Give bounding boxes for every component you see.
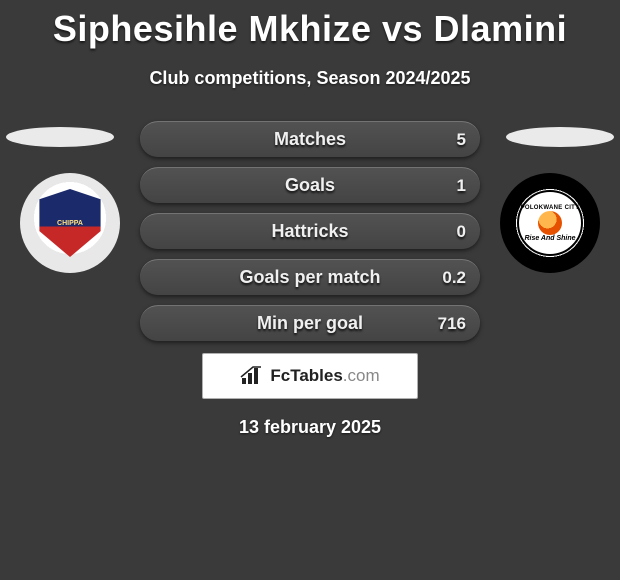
stat-row: Hattricks 0 [140,213,480,249]
brand-ext: .com [343,366,380,385]
bar-chart-icon [240,366,264,386]
stat-rows: Matches 5 Goals 1 Hattricks 0 Goals per … [140,121,480,341]
stat-value-right: 0 [457,222,466,242]
stat-row: Min per goal 716 [140,305,480,341]
stat-label: Matches [274,129,346,150]
comparison-body: CHIPPA POLOKWANE CITY Rise And Shine Mat… [0,121,620,438]
ball-icon [538,211,562,235]
badge-text-bottom: Rise And Shine [524,235,575,242]
player-silhouette-left [6,127,114,147]
shield-icon: CHIPPA [36,189,104,257]
brand-text: FcTables.com [270,366,379,386]
brand-name: FcTables [270,366,342,385]
stat-row: Matches 5 [140,121,480,157]
comparison-title: Siphesihle Mkhize vs Dlamini [0,0,620,50]
stat-label: Min per goal [257,313,363,334]
badge-inner: POLOKWANE CITY Rise And Shine [517,190,583,256]
stat-row: Goals 1 [140,167,480,203]
stat-value-right: 716 [438,314,466,334]
comparison-subtitle: Club competitions, Season 2024/2025 [0,68,620,89]
badge-text-top: POLOKWANE CITY [521,205,580,211]
stat-label: Goals [285,175,335,196]
stat-label: Goals per match [239,267,380,288]
stat-value-right: 1 [457,176,466,196]
stat-value-right: 0.2 [442,268,466,288]
player-silhouette-right [506,127,614,147]
club-badge-left: CHIPPA [20,173,120,273]
infographic-date: 13 february 2025 [0,417,620,438]
club-badge-right: POLOKWANE CITY Rise And Shine [500,173,600,273]
brand-attribution: FcTables.com [202,353,418,399]
stat-row: Goals per match 0.2 [140,259,480,295]
stat-value-right: 5 [457,130,466,150]
stat-label: Hattricks [271,221,348,242]
